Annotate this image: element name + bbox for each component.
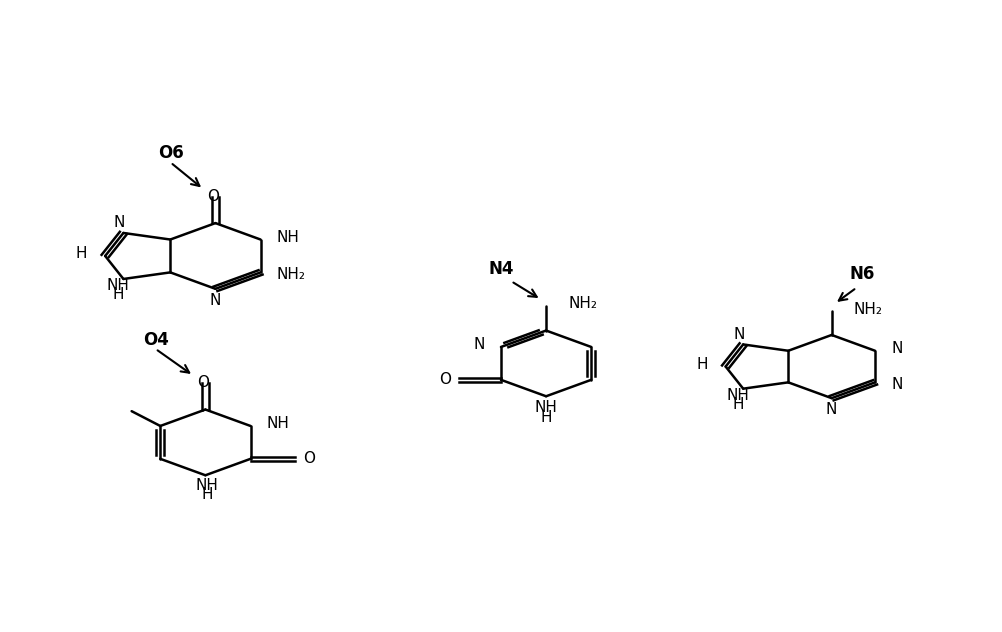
- Text: N: N: [209, 293, 221, 308]
- Text: NH: NH: [196, 478, 218, 493]
- Text: NH₂: NH₂: [277, 267, 306, 282]
- Text: NH: NH: [726, 387, 749, 403]
- Text: N: N: [733, 327, 744, 342]
- Text: NH: NH: [267, 416, 290, 431]
- Text: N: N: [113, 216, 125, 230]
- Text: N4: N4: [488, 260, 514, 278]
- Text: O6: O6: [158, 145, 184, 162]
- Text: N6: N6: [850, 265, 875, 283]
- Text: N: N: [891, 341, 903, 356]
- Text: O: O: [197, 375, 209, 390]
- Text: H: H: [732, 397, 743, 412]
- Text: NH₂: NH₂: [568, 296, 597, 312]
- Text: NH: NH: [107, 278, 130, 293]
- Text: N: N: [891, 377, 903, 392]
- Text: H: H: [75, 246, 87, 261]
- Text: N: N: [474, 337, 485, 352]
- Text: H: H: [201, 487, 213, 502]
- Text: O4: O4: [143, 331, 169, 349]
- Text: N: N: [826, 402, 838, 417]
- Text: NH₂: NH₂: [854, 302, 883, 317]
- Text: O: O: [207, 190, 219, 204]
- Text: O: O: [439, 372, 451, 387]
- Text: H: H: [112, 288, 124, 302]
- Text: NH: NH: [535, 400, 557, 415]
- Text: NH: NH: [277, 229, 300, 245]
- Text: H: H: [696, 356, 707, 372]
- Text: H: H: [540, 410, 552, 425]
- Text: O: O: [303, 451, 315, 466]
